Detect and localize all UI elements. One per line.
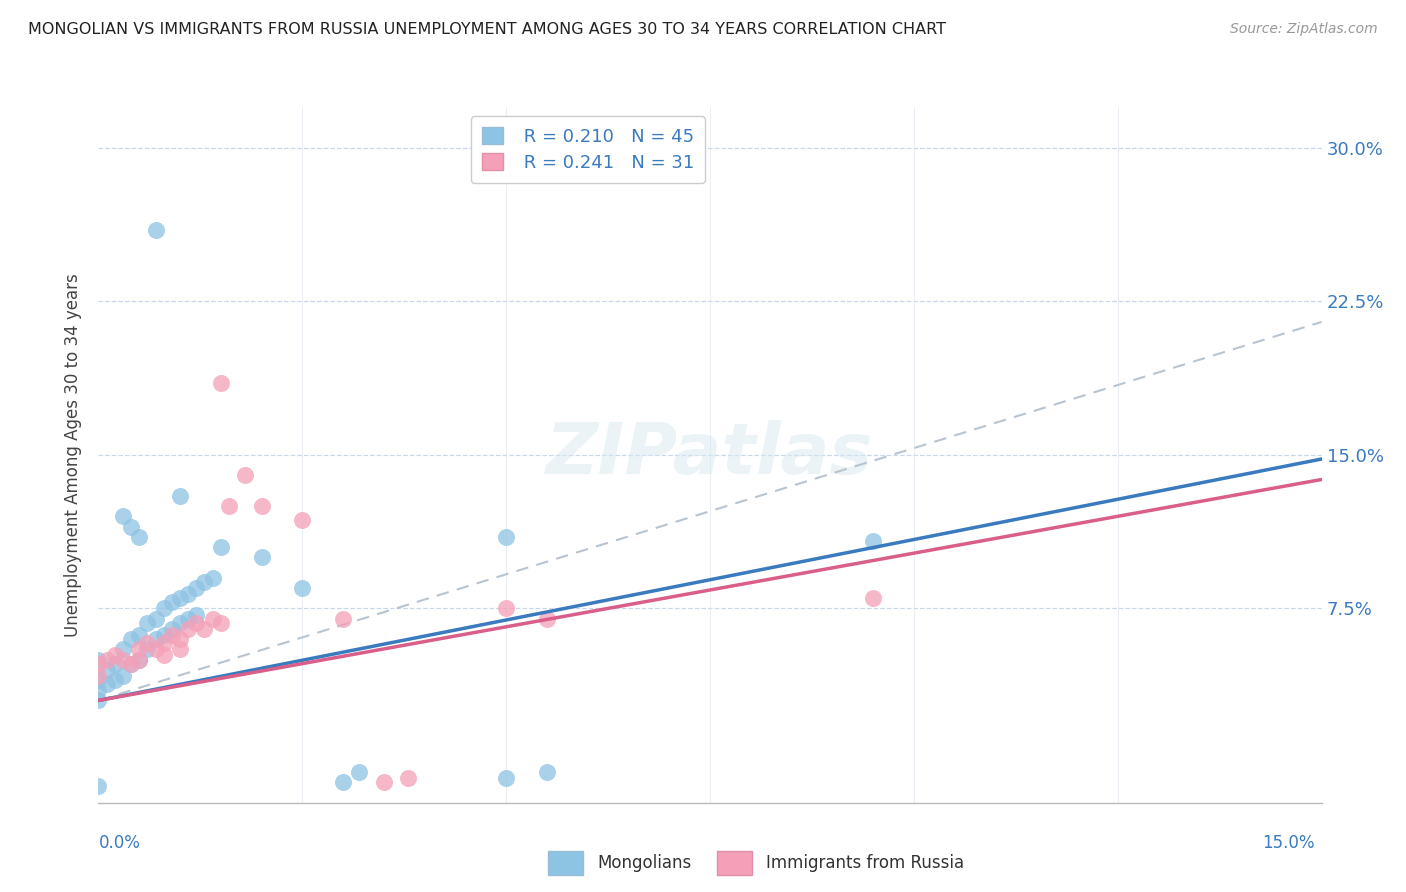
Point [169,489,191,503]
Point [193,574,215,589]
Point [96,677,118,691]
Point [169,632,191,646]
Point [136,636,159,650]
Point [536,612,558,626]
Point [209,615,232,630]
Point [87,780,110,794]
Legend:  R = 0.210   N = 45,  R = 0.241   N = 31: R = 0.210 N = 45, R = 0.241 N = 31 [471,116,704,183]
Point [128,642,150,657]
Point [250,550,273,565]
Point [233,468,256,483]
Point [169,642,191,657]
Point [291,513,314,527]
Point [332,612,354,626]
Text: 0.0%: 0.0% [98,834,141,852]
Point [218,499,240,513]
Point [128,652,150,666]
Point [136,615,159,630]
Point [160,595,183,609]
Point [250,499,273,513]
Point [145,223,167,237]
Point [120,632,142,646]
Point [152,636,174,650]
Point [495,771,517,785]
Point [186,615,208,630]
Point [152,601,174,615]
Point [87,657,110,671]
Point [160,628,183,642]
Point [87,673,110,687]
Y-axis label: Unemployment Among Ages 30 to 34 years: Unemployment Among Ages 30 to 34 years [65,273,83,637]
Point [120,519,142,533]
Point [396,771,419,785]
Point [862,591,884,606]
Text: Source: ZipAtlas.com: Source: ZipAtlas.com [1230,22,1378,37]
Point [160,622,183,636]
Point [128,652,150,666]
Point [136,642,159,657]
Point [87,683,110,698]
Point [96,652,118,666]
Point [87,652,110,666]
Point [169,591,191,606]
Point [495,530,517,544]
Point [177,612,200,626]
Point [128,628,150,642]
Point [177,622,200,636]
Point [152,648,174,663]
Point [373,775,395,789]
Point [177,587,200,601]
Point [111,669,134,683]
Point [104,673,127,687]
Point [96,663,118,677]
Point [104,648,127,663]
Point [209,540,232,554]
Point [291,581,314,595]
Point [209,376,232,391]
Point [193,622,215,636]
Bar [717,851,752,875]
Point [152,628,174,642]
Point [201,571,224,585]
Point [536,765,558,780]
Text: 15.0%: 15.0% [1263,834,1315,852]
Point [186,607,208,622]
Point [111,509,134,524]
Point [145,612,167,626]
Point [128,530,150,544]
Point [145,642,167,657]
Point [201,612,224,626]
Point [120,657,142,671]
Text: ZIPatlas: ZIPatlas [547,420,873,490]
Text: Immigrants from Russia: Immigrants from Russia [766,854,965,872]
Point [349,765,371,780]
Text: MONGOLIAN VS IMMIGRANTS FROM RUSSIA UNEMPLOYMENT AMONG AGES 30 TO 34 YEARS CORRE: MONGOLIAN VS IMMIGRANTS FROM RUSSIA UNEM… [28,22,946,37]
Point [495,601,517,615]
Point [169,615,191,630]
Point [145,632,167,646]
Text: Mongolians: Mongolians [598,854,692,872]
Point [111,652,134,666]
Point [120,657,142,671]
Point [87,669,110,683]
Point [186,581,208,595]
Point [87,693,110,707]
Point [111,642,134,657]
Point [332,775,354,789]
Point [104,657,127,671]
Bar [548,851,583,875]
Point [862,533,884,548]
